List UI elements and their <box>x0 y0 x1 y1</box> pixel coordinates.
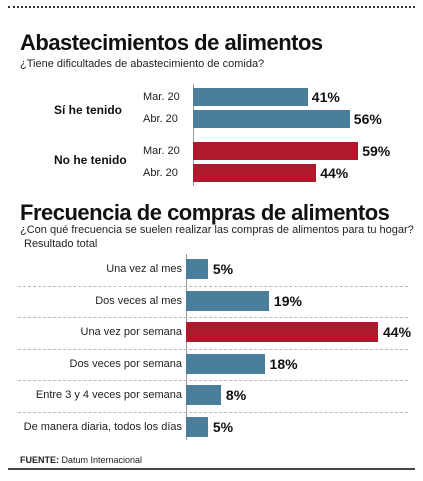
chart2-bar <box>186 259 208 279</box>
chart2-category-label: Dos veces por semana <box>69 358 183 370</box>
chart2-value-label: 19% <box>273 293 302 309</box>
chart2-subtitle: ¿Con qué frecuencia se suelen realizar l… <box>20 224 414 236</box>
chart1-axis <box>193 84 194 186</box>
chart2-category-label: Una vez al mes <box>106 263 182 275</box>
chart2-bar <box>186 291 269 311</box>
chart1-value-label: 59% <box>362 143 391 159</box>
chart2-row-divider <box>18 317 408 318</box>
chart2-bar <box>186 322 378 342</box>
group-label-no: No he tenido <box>54 153 127 167</box>
chart1-bar <box>193 88 308 106</box>
group-label-si: Sí he tenido <box>54 103 123 117</box>
date-label-no-abr: Abr. 20 <box>143 167 178 179</box>
chart1-subtitle: ¿Tiene dificultades de abastecimiento de… <box>20 58 265 70</box>
chart2-value-label: 5% <box>212 261 234 277</box>
chart1-value-label: 44% <box>320 165 349 181</box>
chart2-note: Resultado total <box>24 238 98 250</box>
chart2-row-divider <box>18 380 408 381</box>
date-label-no-mar: Mar. 20 <box>143 145 180 157</box>
source-label: FUENTE: <box>20 455 59 465</box>
chart1-bar <box>193 164 317 182</box>
chart2-value-label: 18% <box>269 356 298 372</box>
chart1-value-label: 56% <box>353 111 382 127</box>
source-line: FUENTE: Datum Internacional <box>20 455 142 465</box>
chart2-row-divider <box>18 286 408 287</box>
chart2-axis <box>186 254 187 440</box>
date-label-si-abr: Abr. 20 <box>143 113 178 125</box>
chart2-category-label: Dos veces al mes <box>95 295 182 307</box>
chart1-value-label: 41% <box>311 89 340 105</box>
chart2-bar <box>186 354 265 374</box>
source-text: Datum Internacional <box>61 455 143 465</box>
chart2-category-label: Entre 3 y 4 veces por semana <box>35 389 182 401</box>
chart2-bar <box>186 385 221 405</box>
chart2-bar <box>186 417 208 437</box>
chart2-row-divider <box>18 412 408 413</box>
chart2-row-divider <box>18 349 408 350</box>
bottom-rule <box>8 468 415 470</box>
chart1-title: Abastecimientos de alimentos <box>20 30 323 55</box>
date-label-si-mar: Mar. 20 <box>143 91 180 103</box>
chart2-value-label: 5% <box>212 419 234 435</box>
chart2-category-label: De manera diaria, todos los días <box>23 421 182 433</box>
chart2-category-label: Una vez por semana <box>80 326 183 338</box>
chart1-bar <box>193 110 350 128</box>
top-dotted-rule <box>8 6 415 8</box>
chart2-value-label: 44% <box>383 324 412 340</box>
chart2-value-label: 8% <box>225 387 247 403</box>
chart2-title: Frecuencia de compras de alimentos <box>20 200 390 225</box>
chart1-bar <box>193 142 359 160</box>
